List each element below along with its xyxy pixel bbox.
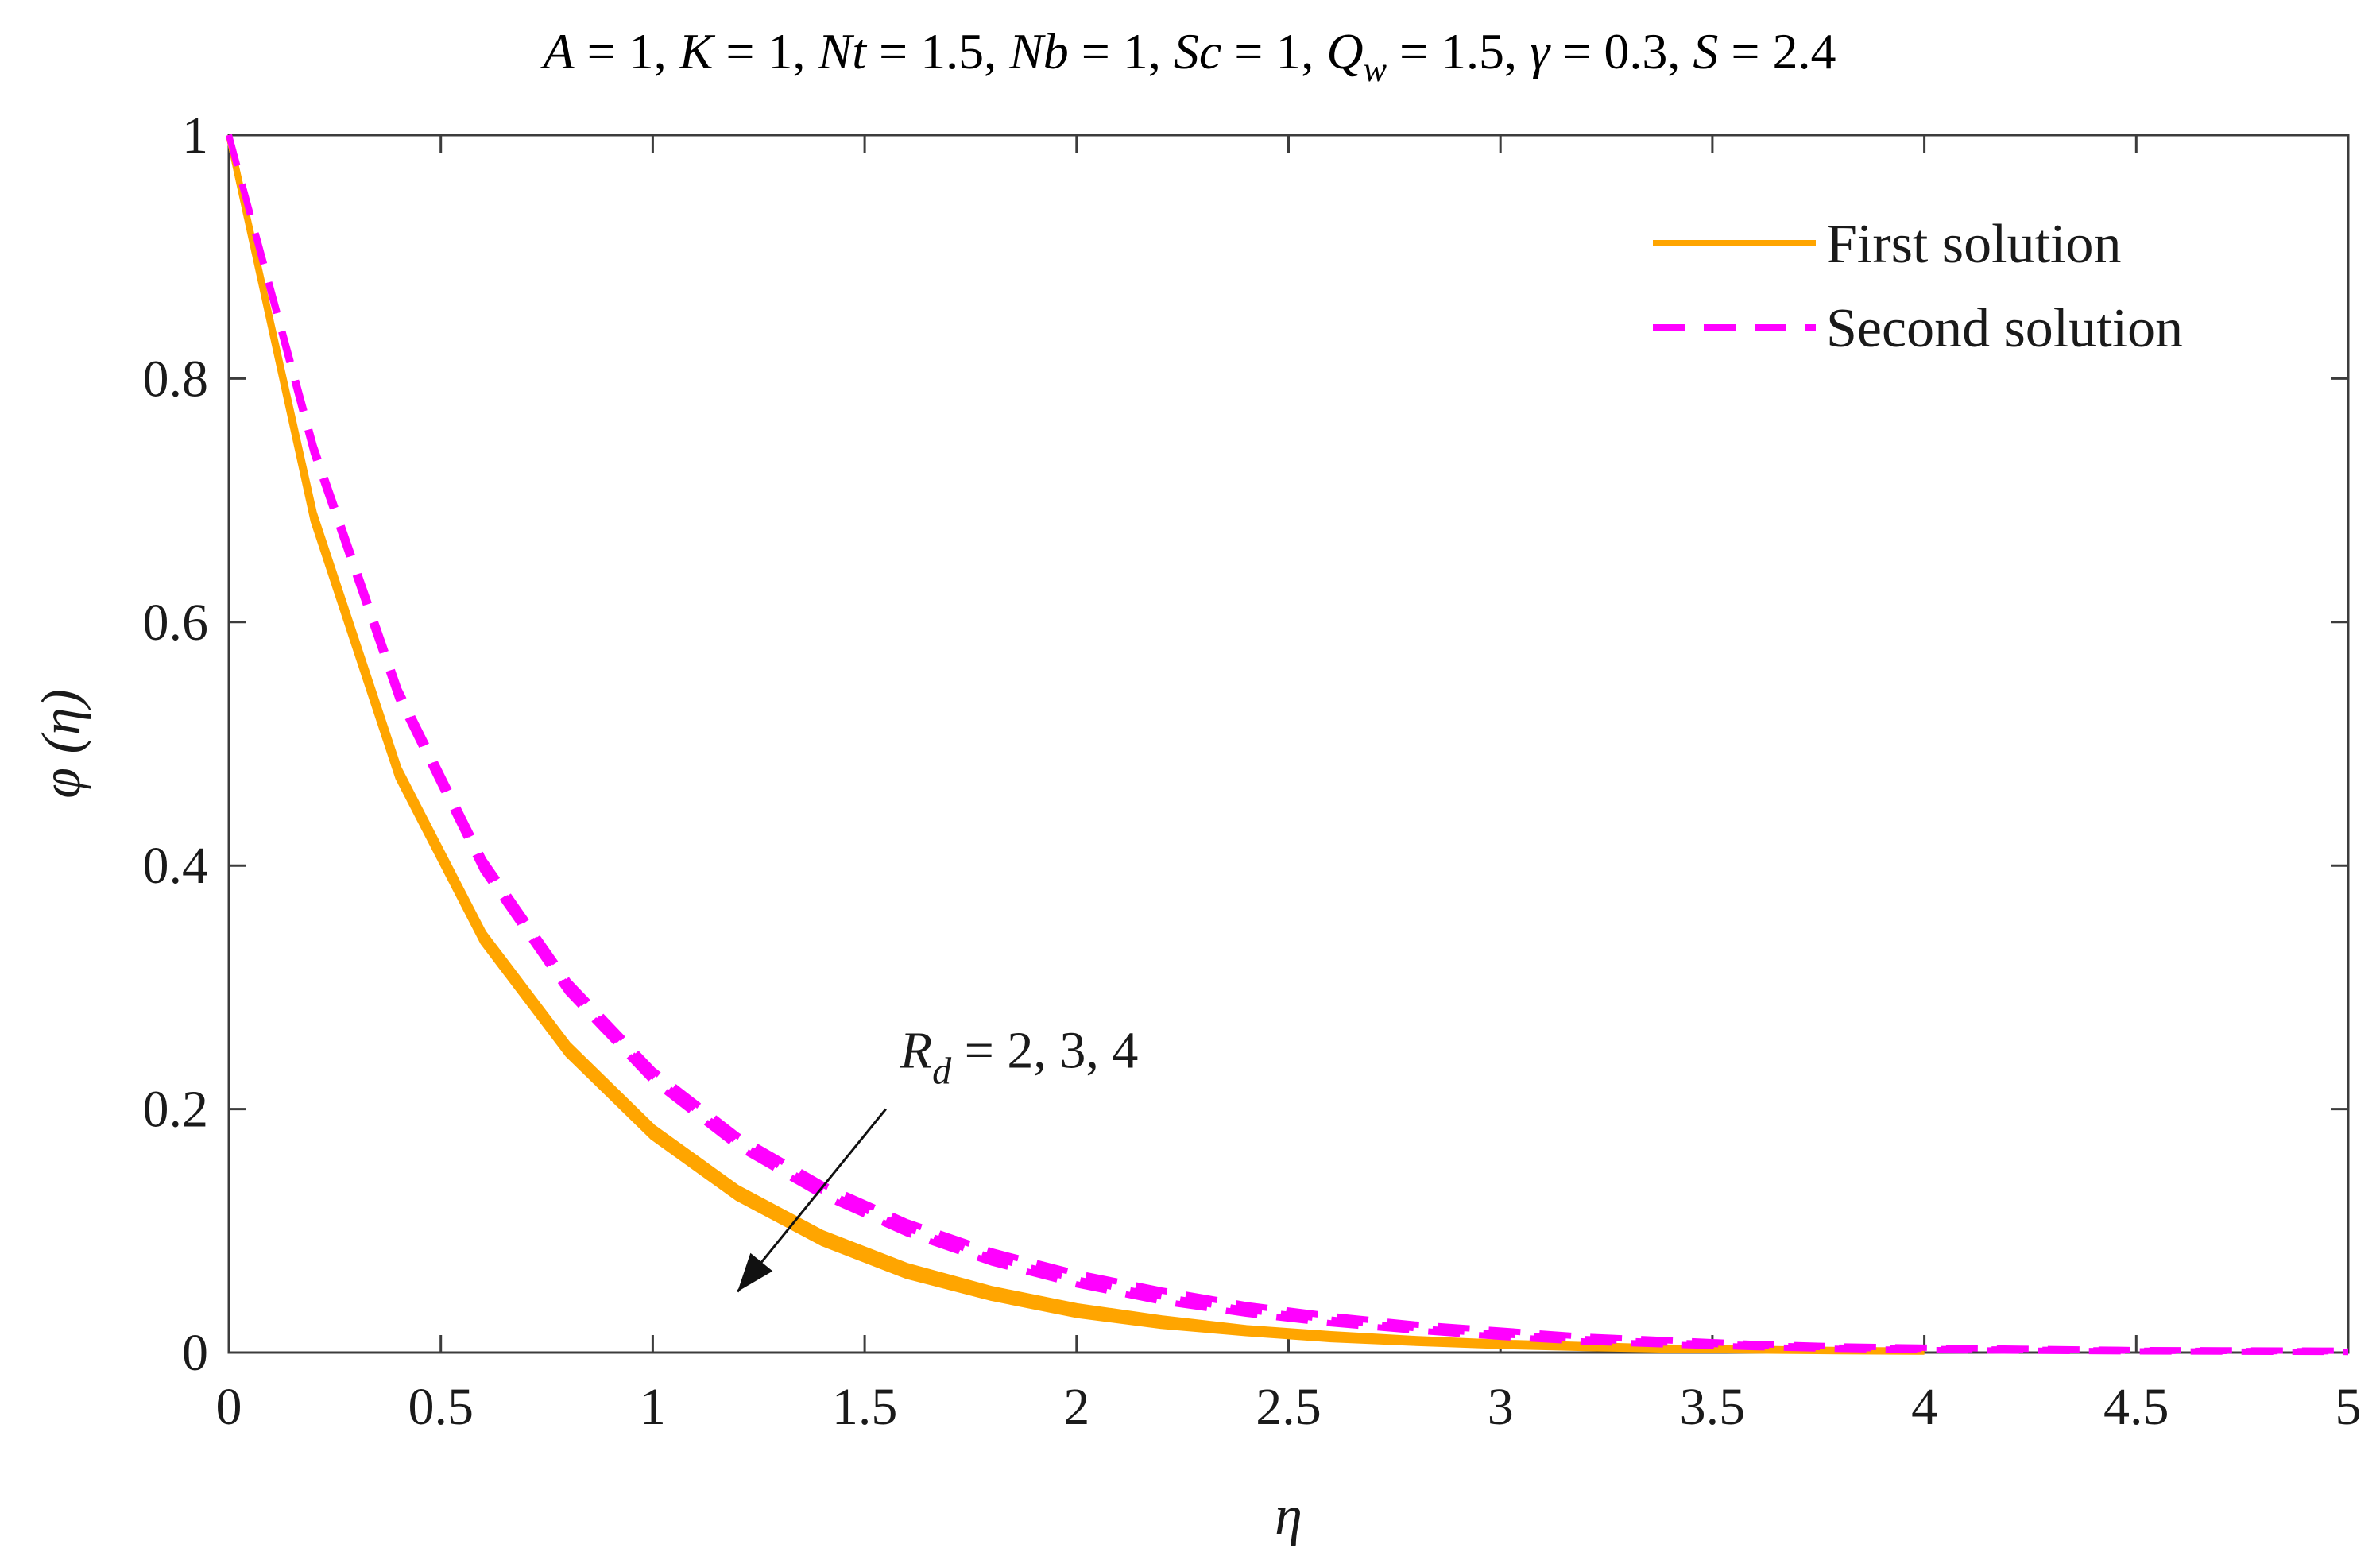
y-tick-label: 0.2 (143, 1081, 209, 1139)
title-part: γ (1530, 23, 1551, 79)
title-part: = 1, (713, 23, 818, 79)
x-tick-label: 2 (1063, 1378, 1089, 1436)
title-part: = 2.4 (1718, 23, 1836, 79)
title-part: = 1, (575, 23, 679, 79)
y-tick-label: 1 (182, 106, 208, 165)
title-part: = 1.5, (1387, 23, 1530, 79)
title-part: Sc (1174, 23, 1221, 79)
title-part: = 0.3, (1550, 23, 1693, 79)
title-part: S (1693, 23, 1718, 79)
title-part: w (1364, 50, 1387, 89)
title-part: Nt (818, 23, 869, 79)
x-tick-label: 0.5 (408, 1378, 474, 1436)
x-tick-label: 4 (1911, 1378, 1937, 1436)
x-tick-label: 5 (2335, 1378, 2362, 1436)
x-tick-label: 1.5 (832, 1378, 898, 1436)
series-layer (226, 134, 2349, 1356)
x-tick-label: 3.5 (1680, 1378, 1746, 1436)
annotation-arrow-shaft (736, 1108, 887, 1293)
legend-label: Second solution (1826, 298, 2183, 359)
x-tick-label: 3 (1488, 1378, 1514, 1436)
x-axis-label: η (1275, 1485, 1302, 1546)
first-solution-line-rd-4 (226, 134, 1925, 1355)
second-solution-line-rd-4 (226, 134, 2349, 1356)
y-axis-label: φ (η) (31, 689, 92, 799)
title-part: Nb (1008, 23, 1069, 79)
title-part: Q (1326, 23, 1363, 79)
axis-ticks: 0 0.5 1 1.5 2 2.5 3 3.5 4 4.5 5 0 0.2 0.4 0.6 0.8 1 (143, 106, 2362, 1436)
y-tick-label: 0.4 (143, 837, 209, 895)
legend-label: First solution (1826, 214, 2121, 275)
annotation-arrow-head (737, 1252, 773, 1292)
annotation-label: Rd = 2, 3, 4 (900, 1022, 1139, 1093)
x-tick-label: 2.5 (1256, 1378, 1322, 1436)
title-part: = 1, (1221, 23, 1326, 79)
title-part: = 1.5, (866, 23, 1009, 79)
title-part: = 1, (1069, 23, 1174, 79)
y-tick-label: 0.8 (143, 350, 209, 408)
y-tick-label: 0.6 (143, 594, 209, 652)
x-tick-label: 4.5 (2103, 1378, 2169, 1436)
second-solution-line-rd-2 (226, 134, 2349, 1354)
title-part: A (540, 23, 575, 79)
x-tick-label: 0 (216, 1378, 242, 1436)
x-tick-label: 1 (640, 1378, 666, 1436)
annotation: Rd = 2, 3, 4 (736, 1022, 1139, 1293)
y-tick-label: 0 (182, 1324, 208, 1382)
title-part: K (679, 23, 716, 79)
chart-title: A = 1, K = 1, Nt = 1.5, Nb = 1, Sc = 1, … (540, 23, 1836, 89)
legend: First solution Second solution (1653, 214, 2183, 359)
